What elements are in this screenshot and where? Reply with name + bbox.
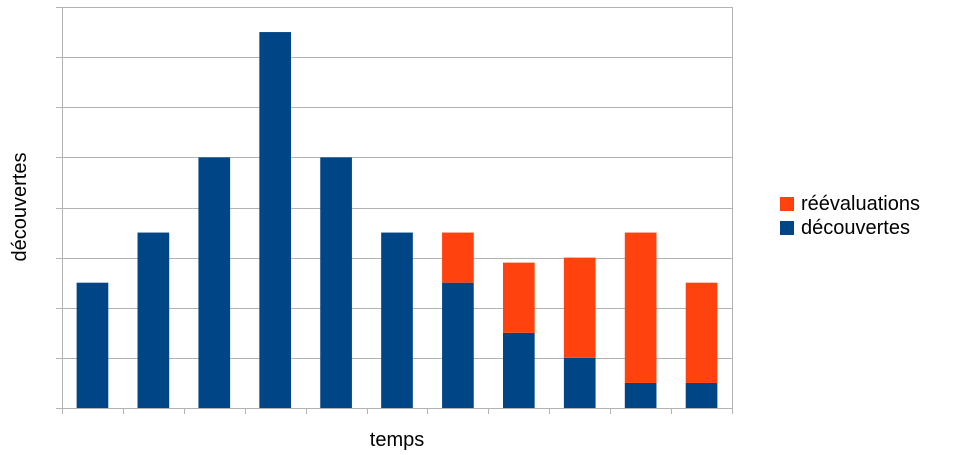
bar-decouvertes bbox=[320, 157, 352, 408]
bar-decouvertes bbox=[442, 282, 474, 408]
bar-decouvertes bbox=[502, 332, 535, 408]
bar-decouvertes bbox=[563, 357, 596, 408]
legend-item-reevaluations: réévaluations bbox=[780, 192, 920, 216]
x-axis-label: temps bbox=[370, 429, 424, 451]
legend-swatch-decouvertes bbox=[780, 221, 794, 235]
bar-decouvertes bbox=[76, 282, 109, 408]
bar-reevaluations bbox=[685, 282, 718, 383]
bar-decouvertes bbox=[137, 232, 170, 408]
gridlines bbox=[62, 7, 733, 408]
bars bbox=[76, 32, 718, 408]
bar-reevaluations bbox=[624, 232, 657, 383]
bar-decouvertes bbox=[198, 157, 231, 408]
legend-label-reevaluations: réévaluations bbox=[801, 192, 920, 215]
bar-decouvertes bbox=[259, 32, 292, 408]
bar-reevaluations bbox=[563, 257, 596, 358]
y-axis-label: découvertes bbox=[9, 153, 31, 262]
bar-reevaluations bbox=[502, 262, 535, 333]
legend-label-decouvertes: découvertes bbox=[801, 216, 910, 239]
axes bbox=[56, 7, 733, 414]
legend: réévaluations découvertes bbox=[780, 192, 920, 240]
bar-decouvertes bbox=[381, 232, 413, 408]
bar-decouvertes bbox=[624, 382, 657, 408]
legend-item-decouvertes: découvertes bbox=[780, 216, 920, 240]
legend-swatch-reevaluations bbox=[780, 197, 794, 211]
bar-decouvertes bbox=[685, 382, 718, 408]
bar-reevaluations bbox=[442, 232, 474, 283]
